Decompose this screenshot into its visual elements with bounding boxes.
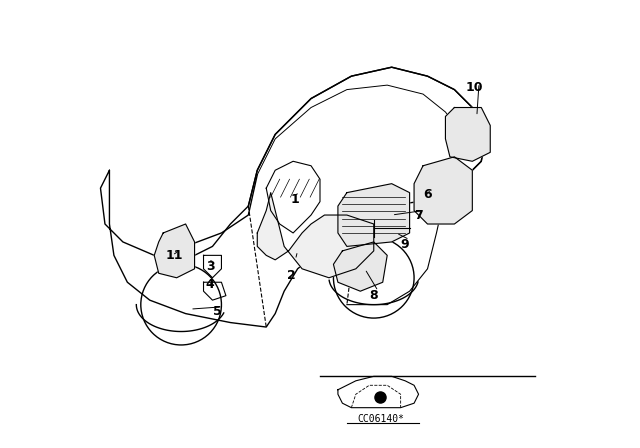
Text: 9: 9 bbox=[401, 237, 410, 251]
Polygon shape bbox=[266, 161, 320, 233]
Polygon shape bbox=[338, 184, 410, 246]
Text: 1: 1 bbox=[291, 193, 300, 206]
Polygon shape bbox=[154, 224, 195, 278]
Polygon shape bbox=[445, 108, 490, 161]
Text: CC06140*: CC06140* bbox=[357, 414, 404, 424]
Polygon shape bbox=[257, 193, 374, 278]
Text: 7: 7 bbox=[414, 208, 423, 222]
Text: 2: 2 bbox=[287, 269, 295, 282]
Text: 11: 11 bbox=[166, 249, 183, 262]
Polygon shape bbox=[414, 157, 472, 224]
Text: 8: 8 bbox=[369, 289, 378, 302]
Text: 6: 6 bbox=[423, 188, 432, 202]
Text: 4: 4 bbox=[206, 278, 214, 291]
Polygon shape bbox=[333, 242, 387, 291]
Text: 3: 3 bbox=[206, 260, 214, 273]
Text: 5: 5 bbox=[212, 305, 221, 318]
Text: 10: 10 bbox=[466, 81, 483, 94]
